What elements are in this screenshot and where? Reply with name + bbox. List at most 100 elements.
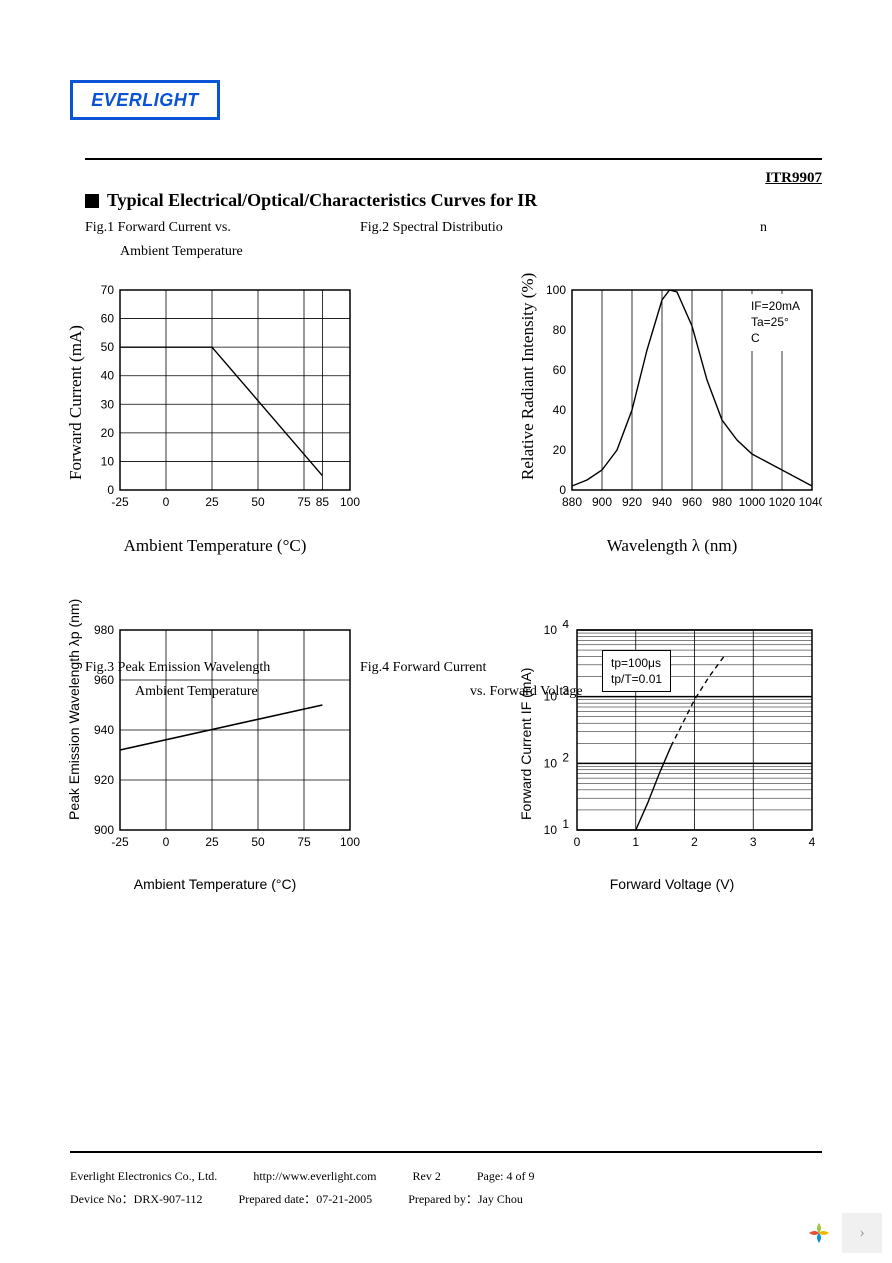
x-axis-label: Ambient Temperature (°C) bbox=[70, 536, 360, 556]
y-axis-label: Relative Radiant Intensity (%) bbox=[518, 273, 538, 480]
svg-text:40: 40 bbox=[101, 369, 115, 383]
svg-text:-25: -25 bbox=[111, 495, 129, 509]
svg-text:920: 920 bbox=[94, 773, 114, 787]
svg-text:10: 10 bbox=[544, 690, 558, 704]
svg-text:940: 940 bbox=[652, 495, 672, 509]
svg-text:1000: 1000 bbox=[739, 495, 766, 509]
svg-text:0: 0 bbox=[559, 483, 566, 497]
svg-text:2: 2 bbox=[691, 835, 698, 849]
svg-text:0: 0 bbox=[163, 835, 170, 849]
datasheet-page: EVERLIGHT ITR9907 Typical Electrical/Opt… bbox=[0, 0, 892, 1263]
svg-text:100: 100 bbox=[340, 835, 360, 849]
svg-text:10: 10 bbox=[544, 756, 558, 770]
footer-prepby-val: Jay Chou bbox=[478, 1192, 523, 1206]
svg-text:25: 25 bbox=[205, 835, 219, 849]
svg-text:75: 75 bbox=[297, 495, 311, 509]
svg-text:960: 960 bbox=[94, 673, 114, 687]
fig3-chart: -250255075100900920940960980Peak Emissio… bbox=[70, 620, 360, 870]
svg-text:10: 10 bbox=[544, 823, 558, 837]
chevron-right-icon: › bbox=[859, 1224, 864, 1242]
svg-text:1: 1 bbox=[562, 817, 569, 831]
section-title: Typical Electrical/Optical/Characteristi… bbox=[85, 190, 537, 211]
svg-text:980: 980 bbox=[94, 623, 114, 637]
footer-prepdate-label: Prepared date： bbox=[239, 1192, 317, 1206]
footer-company: Everlight Electronics Co., Ltd. bbox=[70, 1169, 217, 1184]
svg-text:20: 20 bbox=[101, 426, 115, 440]
fig2-chart: 880 900 920 940 960 980 100010201040 0 20 40 60 80 1… bbox=[522, 280, 822, 530]
svg-text:80: 80 bbox=[553, 323, 567, 337]
brand-logo: EVERLIGHT bbox=[70, 80, 220, 120]
svg-text:10: 10 bbox=[101, 454, 115, 468]
charts-container: -25025507585100010203040506070Forward Cu… bbox=[70, 280, 822, 960]
footer-url: http://www.everlight.com bbox=[253, 1169, 376, 1184]
fig2-caption-tail: n bbox=[760, 220, 767, 236]
svg-text:2: 2 bbox=[562, 750, 569, 764]
y-axis-label: Forward Current (mA) bbox=[66, 325, 86, 480]
svg-text:50: 50 bbox=[251, 495, 265, 509]
footer-prepdate-val: 07-21-2005 bbox=[316, 1192, 372, 1206]
vendor-mark-icon bbox=[801, 1215, 837, 1251]
svg-text:100: 100 bbox=[340, 495, 360, 509]
y-axis-label: Forward Current IF (mA) bbox=[518, 668, 534, 820]
svg-text:0: 0 bbox=[107, 483, 114, 497]
footer-device: Device No：DRX-907-112 bbox=[70, 1190, 203, 1207]
svg-text:85: 85 bbox=[316, 495, 330, 509]
svg-text:900: 900 bbox=[94, 823, 114, 837]
svg-text:10: 10 bbox=[544, 623, 558, 637]
svg-text:980: 980 bbox=[712, 495, 732, 509]
footer-prepby-label: Prepared by： bbox=[408, 1192, 478, 1206]
svg-text:4: 4 bbox=[809, 835, 816, 849]
fig1-caption: Fig.1 Forward Current vs. bbox=[85, 220, 231, 236]
fig1-caption-b: Ambient Temperature bbox=[120, 244, 243, 260]
footer-device-val: DRX-907-112 bbox=[134, 1192, 203, 1206]
fig2-caption: Fig.2 Spectral Distributio bbox=[360, 220, 503, 236]
x-axis-label: Wavelength λ (nm) bbox=[522, 536, 822, 556]
fig2-annotation: IF=20mATa=25°C bbox=[743, 294, 808, 351]
svg-text:920: 920 bbox=[622, 495, 642, 509]
svg-text:0: 0 bbox=[574, 835, 581, 849]
x-axis-label: Forward Voltage (V) bbox=[522, 876, 822, 892]
svg-text:40: 40 bbox=[553, 403, 567, 417]
svg-text:60: 60 bbox=[101, 312, 115, 326]
footer-prepdate: Prepared date：07-21-2005 bbox=[239, 1190, 373, 1207]
svg-text:1: 1 bbox=[632, 835, 639, 849]
fig1-chart: -25025507585100010203040506070Forward Cu… bbox=[70, 280, 360, 530]
part-number: ITR9907 bbox=[765, 170, 822, 187]
footer-row-1: Everlight Electronics Co., Ltd. http://w… bbox=[70, 1169, 822, 1184]
svg-text:3: 3 bbox=[562, 684, 569, 698]
bullet-square-icon bbox=[85, 194, 99, 208]
svg-text:0: 0 bbox=[163, 495, 170, 509]
svg-text:75: 75 bbox=[297, 835, 311, 849]
section-title-text: Typical Electrical/Optical/Characteristi… bbox=[107, 190, 537, 211]
y-axis-label: Peak Emission Wavelength λp (nm) bbox=[66, 599, 82, 820]
footer: Everlight Electronics Co., Ltd. http://w… bbox=[70, 1169, 822, 1213]
fig4-annotation: tp=100μstp/T=0.01 bbox=[602, 650, 671, 692]
svg-text:4: 4 bbox=[562, 620, 569, 631]
svg-text:25: 25 bbox=[205, 495, 219, 509]
svg-text:1040: 1040 bbox=[799, 495, 822, 509]
svg-text:50: 50 bbox=[251, 835, 265, 849]
svg-text:880: 880 bbox=[562, 495, 582, 509]
svg-text:50: 50 bbox=[101, 340, 115, 354]
footer-row-2: Device No：DRX-907-112 Prepared date：07-2… bbox=[70, 1190, 822, 1207]
bottom-rule bbox=[70, 1151, 822, 1153]
svg-text:940: 940 bbox=[94, 723, 114, 737]
next-page-button[interactable]: › bbox=[842, 1213, 882, 1253]
svg-text:70: 70 bbox=[101, 283, 115, 297]
footer-page: Page: 4 of 9 bbox=[477, 1169, 535, 1184]
footer-prepby: Prepared by：Jay Chou bbox=[408, 1190, 523, 1207]
svg-text:60: 60 bbox=[553, 363, 567, 377]
svg-text:960: 960 bbox=[682, 495, 702, 509]
top-rule bbox=[85, 158, 822, 160]
svg-text:1020: 1020 bbox=[769, 495, 796, 509]
svg-text:-25: -25 bbox=[111, 835, 129, 849]
chart-row-1: -25025507585100010203040506070Forward Cu… bbox=[70, 280, 822, 530]
footer-rev: Rev 2 bbox=[413, 1169, 441, 1184]
svg-text:100: 100 bbox=[546, 283, 566, 297]
svg-text:900: 900 bbox=[592, 495, 612, 509]
svg-text:3: 3 bbox=[750, 835, 757, 849]
x-axis-label: Ambient Temperature (°C) bbox=[70, 876, 360, 892]
footer-device-label: Device No： bbox=[70, 1192, 134, 1206]
svg-text:20: 20 bbox=[553, 443, 567, 457]
fig4-chart: 01234101102103104Forward Current IF (mA)… bbox=[522, 620, 822, 870]
